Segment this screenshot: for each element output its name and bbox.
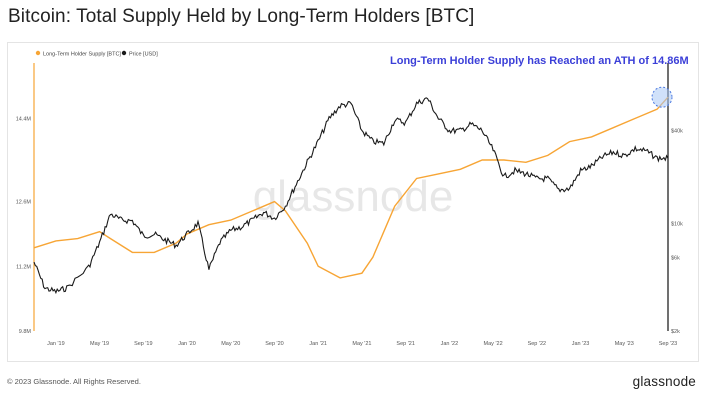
copyright-text: © 2023 Glassnode. All Rights Reserved. [7,377,141,386]
lth-supply-chart: glassnode 9.8M 11.2M 12.6M 14.4M $2k $6k $10k… [16,50,689,347]
price-line [33,97,669,295]
x-tick-label: May '22 [484,341,503,347]
legend: Long-Term Holder Supply [BTC] Price [USD… [35,50,158,58]
legend-swatch-lth [35,50,41,56]
x-tick-label: Sep '22 [528,341,546,347]
x-tick-label: Sep '21 [396,341,414,347]
ath-annotation: Long-Term Holder Supply has Reached an A… [390,55,689,67]
lth-supply-line [33,96,669,279]
x-tick-label: May '23 [615,341,634,347]
glassnode-logo: glassnode [632,374,696,389]
y-right-tick-label: $40k [671,129,683,135]
y-right-tick-label: $2k [671,329,680,335]
y-left-tick-label: 14.4M [16,116,32,122]
x-tick-label: Jan '23 [572,341,590,347]
y-left-tick-label: 11.2M [16,264,31,270]
y-right-tick-label: $6k [671,256,680,262]
legend-label-lth: Long-Term Holder Supply [BTC] [43,52,121,58]
y-left-ticks: 9.8M 11.2M 12.6M 14.4M [16,116,32,335]
y-right-tick-label: $10k [671,221,683,227]
page-title: Bitcoin: Total Supply Held by Long-Term … [8,6,475,27]
x-tick-label: Sep '23 [659,341,677,347]
x-tick-label: May '21 [352,341,371,347]
ath-highlight-marker [651,86,673,108]
x-tick-label: May '20 [221,341,240,347]
y-right-ticks: $2k $6k $10k $40k [671,129,683,335]
legend-label-price: Price [USD] [129,52,158,58]
chart-frame: glassnode 9.8M 11.2M 12.6M 14.4M $2k $6k $10k… [7,42,699,362]
x-ticks: Jan '19 May '19 Sep '19 Jan '20 May '20 Sep '… [47,341,677,347]
x-tick-label: Jan '19 [47,341,65,347]
y-left-tick-label: 9.8M [19,329,32,335]
legend-swatch-price [121,50,127,56]
x-tick-label: Sep '20 [265,341,283,347]
watermark: glassnode [253,172,454,221]
x-tick-label: Sep '19 [134,341,152,347]
x-tick-label: Jan '20 [178,341,196,347]
x-tick-label: Jan '21 [309,341,327,347]
y-left-tick-label: 12.6M [16,200,32,206]
x-tick-label: May '19 [90,341,109,347]
x-tick-label: Jan '22 [441,341,459,347]
